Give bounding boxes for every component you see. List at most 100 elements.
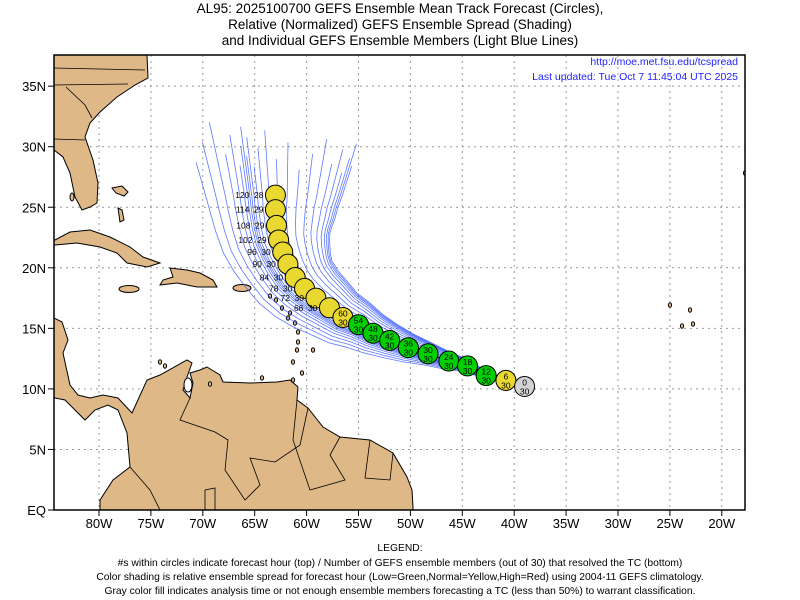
small-island <box>310 347 316 353</box>
state-border <box>54 83 129 86</box>
small-island <box>299 370 305 376</box>
state-border <box>65 86 93 119</box>
small-island <box>679 323 685 329</box>
small-island <box>667 302 673 308</box>
title-line-1: AL95: 2025100700 GEFS Ensemble Mean Trac… <box>197 1 604 16</box>
member-count: 30 <box>308 303 318 313</box>
forecast-hour: 90 <box>252 259 262 269</box>
member-count: 28 <box>254 190 264 200</box>
small-island <box>690 321 696 327</box>
member-count: 30 <box>404 348 414 358</box>
member-count: 30 <box>520 386 530 396</box>
legend-line-1: #s within circles indicate forecast hour… <box>118 558 683 569</box>
title-line-3: and Individual GEFS Ensemble Members (Li… <box>222 33 578 48</box>
track-point-0h: 030 <box>514 375 536 397</box>
member-count: 29 <box>257 235 267 245</box>
land-bahamas <box>117 207 125 223</box>
member-count: 30 <box>501 380 511 390</box>
land-jamaica <box>118 285 140 293</box>
small-island <box>207 381 213 387</box>
lon-tick-label: 30W <box>605 516 632 531</box>
country-border <box>179 397 309 501</box>
lon-tick-label: 80W <box>86 516 113 531</box>
small-island <box>294 347 300 353</box>
member-count: 30 <box>444 361 454 371</box>
track-point-6h: 630 <box>495 369 517 391</box>
landmasses <box>54 55 745 510</box>
track-circle <box>456 355 478 377</box>
member-count: 30 <box>266 259 276 269</box>
lat-tick-label: 25N <box>22 200 46 215</box>
land-cuba <box>54 229 162 268</box>
ensemble-member-tracks <box>195 122 525 387</box>
forecast-hour: 66 <box>294 303 304 313</box>
small-island <box>259 375 265 381</box>
land-puerto-rico <box>232 284 252 292</box>
country-border <box>204 487 216 510</box>
lat-tick-label: 20N <box>22 261 46 276</box>
lon-tick-label: 45W <box>449 516 476 531</box>
country-border <box>129 466 161 510</box>
track-circle <box>397 337 419 359</box>
small-island <box>295 339 301 345</box>
member-count: 30 <box>274 272 284 282</box>
ensemble-member-track <box>329 165 525 387</box>
lon-tick-label: 25W <box>657 516 684 531</box>
small-island <box>162 363 168 369</box>
lat-tick-label: 30N <box>22 140 46 155</box>
map-area: 2812029114291082910230963090308430783072… <box>54 55 745 510</box>
forecast-hour: 6 <box>504 371 509 381</box>
lat-tick-label: 10N <box>22 382 46 397</box>
lesser-antilles <box>157 170 745 387</box>
forecast-hour: 78 <box>269 283 279 293</box>
ensemble-member-track <box>326 157 525 387</box>
member-count: 29 <box>254 205 264 215</box>
forecast-hour: 72 <box>280 293 290 303</box>
axes: EQ 5N 10N 15N 20N 25N 30N 35N 80W 75W 70W 65W 60W 55W… <box>22 79 736 531</box>
ensemble-member-track <box>323 172 525 387</box>
land-hispaniola <box>159 267 218 288</box>
forecast-hour: 60 <box>338 308 348 318</box>
forecast-hour: 30 <box>423 345 433 355</box>
member-count: 30 <box>463 366 473 376</box>
member-count: 30 <box>261 247 271 257</box>
member-count: 30 <box>368 333 378 343</box>
small-island <box>157 359 163 365</box>
forecast-hour: 96 <box>247 247 257 257</box>
member-count: 30 <box>283 283 293 293</box>
country-border <box>364 439 394 481</box>
track-circle <box>495 369 517 391</box>
legend-heading: LEGEND: <box>377 543 422 554</box>
member-count: 30 <box>423 354 433 364</box>
ensemble-member-track <box>195 162 525 387</box>
lat-tick-label: 5N <box>29 442 46 457</box>
lon-tick-label: 75W <box>138 516 165 531</box>
forecast-hour: 0 <box>522 377 527 387</box>
country-border <box>292 399 346 491</box>
title-line-2: Relative (Normalized) GEFS Ensemble Spre… <box>228 17 572 32</box>
map-frame <box>53 54 746 511</box>
forecast-hour: 84 <box>260 272 270 282</box>
member-count: 30 <box>385 340 395 350</box>
state-border <box>54 67 146 71</box>
lon-tick-label: 60W <box>293 516 320 531</box>
mean-track: 2812029114291082910230963090308430783072… <box>235 184 536 397</box>
ensemble-member-track <box>208 122 525 387</box>
track-circle <box>379 329 401 351</box>
member-count: 30 <box>294 293 304 303</box>
forecast-hour: 108 <box>236 220 250 230</box>
forecast-hour: 12 <box>481 367 491 377</box>
source-url-link[interactable]: http://moe.met.fsu.edu/tcspread <box>590 56 738 68</box>
small-island <box>687 307 693 313</box>
lon-tick-label: 55W <box>345 516 372 531</box>
lon-tick-label: 20W <box>708 516 735 531</box>
lat-tick-label: EQ <box>27 503 46 518</box>
ensemble-member-track <box>320 149 525 387</box>
member-count: 29 <box>255 220 265 230</box>
